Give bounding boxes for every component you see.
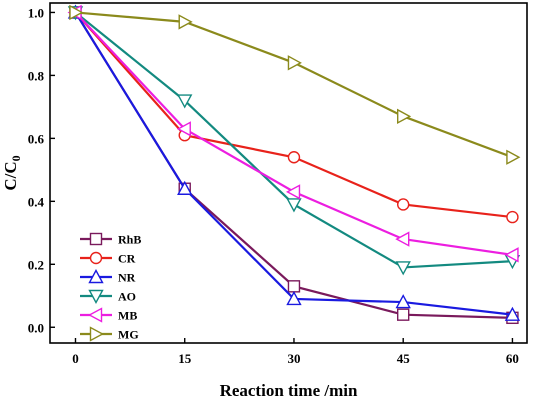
legend-marker-ao: [88, 289, 104, 304]
data-point-mb: [504, 247, 519, 263]
series-rhb: [69, 6, 519, 325]
legend-marker-mb: [88, 307, 103, 323]
data-point-mg: [506, 149, 521, 165]
legend-label-mg: MG: [118, 328, 139, 342]
data-point-nr: [395, 294, 411, 309]
data-point-cr: [287, 151, 301, 164]
y-tick-label: 1.0: [28, 5, 44, 20]
data-point-rhb: [396, 308, 410, 321]
y-axis-label-main: C/C: [1, 161, 20, 190]
data-point-nr: [177, 180, 193, 195]
data-point-mb: [176, 121, 191, 137]
legend-label-nr: NR: [118, 271, 136, 285]
data-point-mg: [178, 14, 193, 30]
axis-ticks: 0 15 30 45 60 0.0 0.2 0.4 0.6 0.8 1.0: [28, 5, 519, 366]
legend-marker-nr: [88, 269, 104, 284]
x-tick-label: 60: [506, 351, 519, 366]
data-point-ao: [395, 261, 411, 276]
data-point-ao: [177, 94, 193, 109]
y-axis-label-subscript: 0: [9, 155, 23, 161]
y-tick-label: 0.8: [28, 68, 45, 83]
data-point-rhb: [287, 280, 301, 293]
x-tick-label: 0: [72, 351, 79, 366]
legend-item-mg: MG: [80, 326, 139, 342]
series-mg: [69, 4, 521, 165]
legend: RhB CR NR AO MB MG: [80, 233, 141, 342]
legend-item-cr: CR: [80, 252, 136, 266]
x-tick-label: 15: [178, 351, 192, 366]
data-point-mg: [287, 55, 302, 71]
legend-label-ao: AO: [118, 290, 136, 304]
legend-label-rhb: RhB: [118, 233, 141, 247]
y-tick-label: 0.4: [28, 194, 45, 209]
data-point-nr: [504, 306, 521, 321]
series-line-cr: [74, 11, 513, 219]
y-tick-label: 0.0: [28, 320, 44, 335]
series-line-nr: [74, 11, 513, 316]
legend-marker-mg: [89, 326, 104, 342]
series-layer: [67, 4, 521, 325]
legend-item-rhb: RhB: [80, 233, 141, 247]
data-point-cr: [396, 198, 410, 211]
x-tick-label: 45: [397, 351, 411, 366]
x-axis-label: Reaction time /min: [220, 381, 358, 400]
plot-frame: [49, 2, 528, 344]
series-line-rhb: [74, 11, 513, 319]
data-point-mg: [396, 108, 412, 125]
data-point-ao: [286, 198, 302, 213]
legend-label-cr: CR: [118, 252, 136, 266]
data-point-mb: [395, 231, 410, 247]
legend-item-ao: AO: [80, 290, 136, 304]
y-tick-label: 0.2: [28, 257, 44, 272]
legend-marker-cr: [89, 251, 103, 265]
series-line-ao: [74, 11, 513, 269]
y-axis-label: C/C0: [1, 155, 23, 190]
legend-marker-rhb: [89, 232, 103, 246]
x-tick-label: 30: [287, 351, 300, 366]
data-point-cr: [506, 210, 519, 224]
data-point-nr: [286, 290, 302, 306]
data-point-mg: [69, 4, 84, 21]
legend-item-mb: MB: [80, 307, 137, 323]
legend-item-nr: NR: [80, 269, 136, 285]
legend-label-mb: MB: [118, 309, 137, 323]
y-tick-label: 0.6: [28, 131, 45, 146]
data-point-mb: [285, 184, 301, 200]
